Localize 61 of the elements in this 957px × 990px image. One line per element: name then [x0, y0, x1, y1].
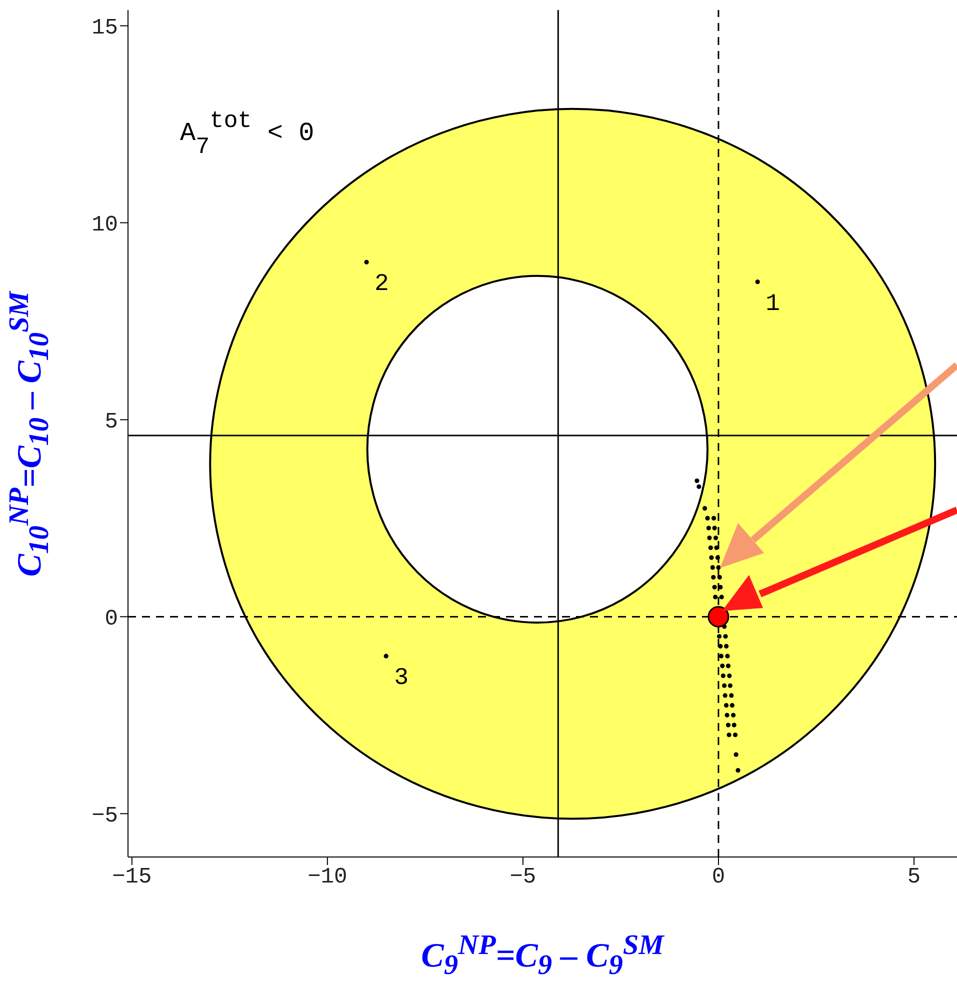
point [718, 644, 723, 649]
point [726, 664, 731, 668]
point [730, 703, 734, 708]
point [724, 712, 730, 718]
point [714, 545, 719, 550]
point [732, 732, 738, 738]
point [712, 526, 717, 530]
point [727, 673, 732, 678]
point [736, 768, 740, 773]
annotation: 1 [766, 290, 780, 318]
point [707, 536, 712, 540]
point [694, 478, 700, 484]
point [718, 654, 724, 658]
point [725, 654, 730, 658]
y-tick-label: −5 [92, 803, 118, 828]
x-tick-label: −15 [112, 864, 152, 890]
point [726, 722, 731, 728]
point [724, 703, 729, 708]
point [734, 752, 738, 757]
point [719, 594, 724, 600]
point [702, 506, 708, 511]
point [708, 545, 713, 550]
point [717, 574, 722, 580]
x-tick-label: 0 [712, 864, 726, 890]
point [711, 516, 716, 520]
point [716, 565, 721, 570]
point [705, 516, 710, 520]
point [713, 594, 718, 600]
point [724, 644, 729, 649]
point [722, 683, 727, 688]
annotation: 2 [374, 271, 389, 298]
point [716, 634, 722, 639]
point [709, 555, 714, 560]
annotation: A$_{7}$$^{tot}$ < 0 [180, 109, 314, 161]
point [722, 693, 728, 698]
y-tick-label: 10 [92, 212, 118, 238]
annotation: 3 [394, 665, 408, 692]
y-tick-label: 0 [104, 606, 118, 632]
point [731, 712, 736, 718]
x-tick-label: −5 [510, 864, 536, 890]
point [711, 574, 716, 580]
point [755, 280, 760, 284]
point [732, 722, 736, 728]
point [720, 664, 725, 668]
x-tick-label: −10 [308, 864, 348, 890]
point [712, 584, 717, 590]
point [723, 634, 728, 639]
point [384, 654, 388, 658]
point [696, 484, 702, 489]
point [715, 555, 720, 560]
point [364, 260, 369, 264]
point [726, 732, 732, 738]
point [710, 565, 715, 570]
y-tick-label: 15 [92, 16, 118, 41]
point [720, 673, 726, 678]
point [706, 526, 711, 530]
point [729, 693, 734, 698]
point [728, 683, 732, 688]
y-tick-label: 5 [104, 410, 118, 435]
x-tick-label: 5 [907, 864, 921, 890]
point [713, 536, 718, 540]
